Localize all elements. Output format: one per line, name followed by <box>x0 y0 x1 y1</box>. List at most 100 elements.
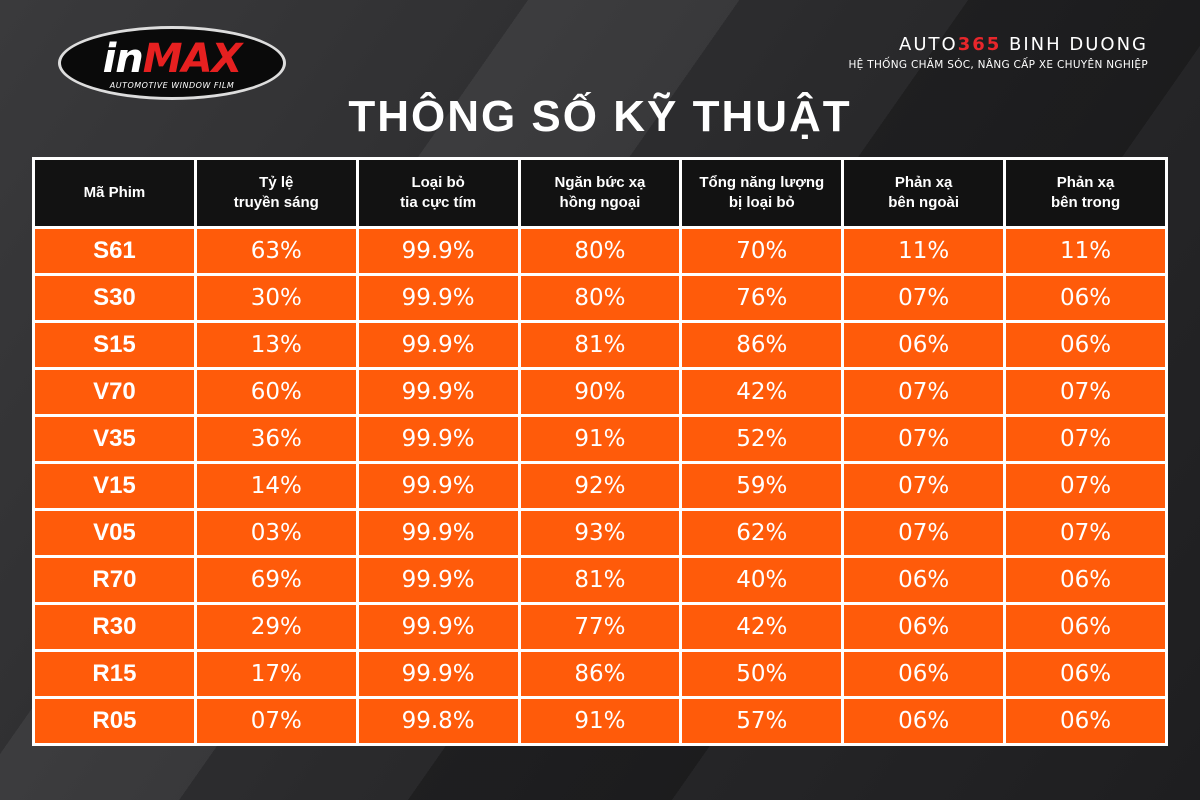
spec-cell: 07% <box>1003 461 1168 511</box>
brand-tagline: HỆ THỐNG CHĂM SÓC, NÂNG CẤP XE CHUYÊN NG… <box>848 59 1148 71</box>
spec-cell: 63% <box>193 226 359 276</box>
spec-cell: 77% <box>517 602 683 652</box>
spec-cell: 92% <box>517 461 683 511</box>
film-code: R70 <box>32 555 197 605</box>
spec-cell: 81% <box>517 555 683 605</box>
header-row: Mã Phim Tỷ lệ truyền sáng Loại bỏ tia cực … <box>32 157 1168 229</box>
spec-cell: 06% <box>841 696 1007 746</box>
spec-cell: 99.9% <box>355 555 521 605</box>
spec-cell: 59% <box>679 461 845 511</box>
spec-cell: 07% <box>1003 367 1168 417</box>
spec-cell: 42% <box>679 602 845 652</box>
film-code: R30 <box>32 602 197 652</box>
spec-cell: 07% <box>1003 508 1168 558</box>
spec-cell: 52% <box>679 414 845 464</box>
brand-part: AUTO <box>899 34 958 55</box>
spec-cell: 99.9% <box>355 508 521 558</box>
spec-cell: 81% <box>517 320 683 370</box>
film-code: S61 <box>32 226 197 276</box>
brand: AUTO365 BINH DUONG HỆ THỐNG CHĂM SÓC, NÂ… <box>848 34 1148 71</box>
title: THÔNG SỐ KỸ THUẬT <box>348 92 852 141</box>
column-header: Phản xạ bên trong <box>1003 157 1168 229</box>
table-row: V70 60% 99.9% 90% 42% 07% 07% <box>32 367 1168 417</box>
spec-cell: 99.9% <box>355 273 521 323</box>
table-row: S61 63% 99.9% 80% 70% 11% 11% <box>32 226 1168 276</box>
spec-cell: 06% <box>1003 555 1168 605</box>
film-code: R15 <box>32 649 197 699</box>
film-code: R05 <box>32 696 197 746</box>
spec-cell: 06% <box>841 602 1007 652</box>
spec-cell: 14% <box>193 461 359 511</box>
spec-cell: 57% <box>679 696 845 746</box>
spec-cell: 07% <box>193 696 359 746</box>
film-code: S15 <box>32 320 197 370</box>
film-code: V05 <box>32 508 197 558</box>
table-row: V35 36% 99.9% 91% 52% 07% 07% <box>32 414 1168 464</box>
spec-cell: 07% <box>1003 414 1168 464</box>
column-header: Tỷ lệ truyền sáng <box>193 157 359 229</box>
spec-cell: 07% <box>841 461 1007 511</box>
spec-cell: 90% <box>517 367 683 417</box>
spec-cell: 99.9% <box>355 602 521 652</box>
spec-cell: 11% <box>1003 226 1168 276</box>
spec-cell: 07% <box>841 273 1007 323</box>
spec-cell: 99.9% <box>355 367 521 417</box>
table-head: Mã Phim Tỷ lệ truyền sáng Loại bỏ tia cực … <box>32 157 1168 229</box>
spec-cell: 86% <box>517 649 683 699</box>
logo-subtitle: AUTOMOTIVE WINDOW FILM <box>109 81 235 90</box>
spec-cell: 42% <box>679 367 845 417</box>
spec-cell: 07% <box>841 414 1007 464</box>
spec-cell: 91% <box>517 414 683 464</box>
spec-cell: 99.9% <box>355 226 521 276</box>
brand-part: 365 <box>957 34 1002 55</box>
spec-cell: 99.9% <box>355 414 521 464</box>
spec-cell: 17% <box>193 649 359 699</box>
spec-cell: 03% <box>193 508 359 558</box>
spec-cell: 60% <box>193 367 359 417</box>
spec-cell: 70% <box>679 226 845 276</box>
table-row: R30 29% 99.9% 77% 42% 06% 06% <box>32 602 1168 652</box>
spec-cell: 06% <box>841 649 1007 699</box>
spec-cell: 06% <box>1003 320 1168 370</box>
brand-name: AUTO365 BINH DUONG <box>848 34 1148 55</box>
spec-cell: 06% <box>1003 649 1168 699</box>
spec-cell: 30% <box>193 273 359 323</box>
spec-cell: 06% <box>841 555 1007 605</box>
column-header: Mã Phim <box>32 157 197 229</box>
table-row: R70 69% 99.9% 81% 40% 06% 06% <box>32 555 1168 605</box>
column-header: Ngăn bức xạ hồng ngoại <box>517 157 683 229</box>
spec-cell: 50% <box>679 649 845 699</box>
spec-cell: 99.9% <box>355 461 521 511</box>
table-row: R15 17% 99.9% 86% 50% 06% 06% <box>32 649 1168 699</box>
column-header: Loại bỏ tia cực tím <box>355 157 521 229</box>
spec-cell: 07% <box>841 508 1007 558</box>
spec-cell: 36% <box>193 414 359 464</box>
spec-cell: 06% <box>841 320 1007 370</box>
film-code: V15 <box>32 461 197 511</box>
table-row: S15 13% 99.9% 81% 86% 06% 06% <box>32 320 1168 370</box>
spec-cell: 86% <box>679 320 845 370</box>
spec-cell: 91% <box>517 696 683 746</box>
spec-cell: 40% <box>679 555 845 605</box>
brand-part: BINH DUONG <box>1009 34 1148 55</box>
spec-cell: 80% <box>517 226 683 276</box>
column-header: Phản xạ bên ngoài <box>841 157 1007 229</box>
spec-cell: 13% <box>193 320 359 370</box>
spec-cell: 11% <box>841 226 1007 276</box>
spec-cell: 99.8% <box>355 696 521 746</box>
column-header: Tổng năng lượng bị loại bỏ <box>679 157 845 229</box>
spec-cell: 06% <box>1003 273 1168 323</box>
spec-cell: 99.9% <box>355 649 521 699</box>
table-row: V05 03% 99.9% 93% 62% 07% 07% <box>32 508 1168 558</box>
film-code: S30 <box>32 273 197 323</box>
spec-cell: 80% <box>517 273 683 323</box>
table-row: V15 14% 99.9% 92% 59% 07% 07% <box>32 461 1168 511</box>
spec-cell: 62% <box>679 508 845 558</box>
spec-cell: 99.9% <box>355 320 521 370</box>
spec-cell: 07% <box>841 367 1007 417</box>
spec-cell: 06% <box>1003 602 1168 652</box>
logo-name-part: in <box>102 36 144 82</box>
spec-cell: 06% <box>1003 696 1168 746</box>
